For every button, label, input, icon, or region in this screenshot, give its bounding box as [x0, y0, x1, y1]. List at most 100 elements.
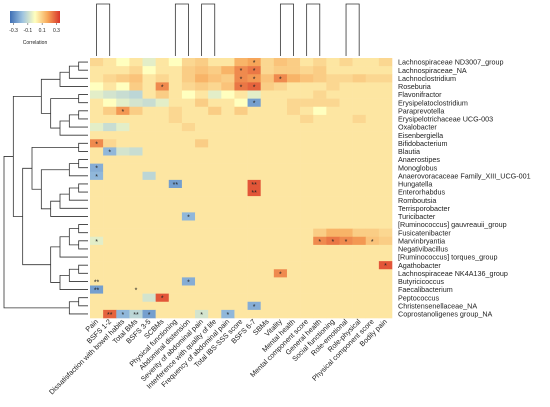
heatmap-cell	[142, 66, 156, 75]
heatmap-cell	[273, 309, 288, 319]
heatmap-cell	[273, 163, 288, 173]
heatmap-cell	[300, 301, 314, 311]
heatmap-cell	[273, 293, 288, 303]
heatmap-cell	[155, 66, 170, 75]
heatmap-cell	[195, 90, 209, 99]
heatmap-cell	[300, 293, 314, 303]
heatmap-cell	[247, 106, 261, 116]
heatmap-cell	[326, 147, 340, 156]
heatmap-cell	[300, 74, 314, 83]
row-label: Lachnospiraceae ND3007_group	[398, 58, 504, 67]
heatmap-cell	[300, 236, 314, 246]
heatmap-cell	[168, 179, 183, 189]
heatmap-cell	[103, 269, 117, 278]
column-dendrogram	[97, 4, 360, 56]
row-label: Hungatella	[398, 180, 432, 189]
heatmap-cell	[129, 188, 143, 197]
heatmap-cell	[155, 269, 170, 278]
significance-mark: *	[95, 141, 98, 148]
heatmap-cell	[181, 309, 196, 319]
heatmap-cell	[273, 244, 288, 254]
significance-mark: *	[240, 68, 243, 75]
heatmap-cell	[221, 147, 235, 156]
heatmap-cell	[116, 139, 130, 148]
heatmap-cell	[155, 155, 170, 164]
heatmap-cell	[142, 82, 156, 91]
heatmap-cell	[247, 236, 261, 246]
heatmap-cell	[221, 220, 235, 229]
heatmap-cell	[313, 244, 327, 254]
heatmap-cell	[260, 277, 275, 286]
heatmap-cell	[273, 204, 288, 213]
heatmap-cell	[116, 204, 130, 213]
row-label: Turicibacter	[398, 212, 436, 221]
row-labels: Lachnospiraceae ND3007_groupLachnospirac…	[398, 58, 531, 319]
heatmap-cell	[378, 244, 393, 254]
heatmap-cell	[208, 139, 222, 148]
row-dendrogram-branch	[40, 169, 70, 210]
heatmap-cell	[116, 285, 130, 294]
heatmap-cell	[273, 301, 288, 311]
heatmap-cell	[103, 58, 117, 67]
heatmap-cell	[313, 74, 327, 83]
heatmap-cell	[181, 171, 196, 181]
heatmap-cell	[116, 269, 130, 278]
heatmap-cell	[90, 277, 104, 286]
heatmap-cell	[339, 212, 353, 221]
significance-mark: *	[253, 304, 256, 311]
heatmap-cell	[168, 74, 183, 83]
heatmap-cell	[313, 293, 327, 303]
heatmap-cell	[142, 98, 156, 108]
heatmap-cell	[326, 269, 340, 278]
heatmap-cell	[247, 285, 261, 294]
heatmap-cell	[234, 171, 248, 181]
heatmap-cell	[208, 196, 222, 205]
heatmap-cell	[326, 293, 340, 303]
heatmap-cell	[103, 123, 117, 132]
heatmap-cell	[195, 277, 209, 286]
heatmap-cell	[181, 155, 196, 164]
heatmap-cell	[365, 261, 380, 270]
heatmap-cell	[116, 244, 130, 254]
heatmap-cell	[168, 139, 183, 148]
heatmap-cell	[300, 58, 314, 67]
heatmap-cell	[181, 163, 196, 173]
heatmap-cell	[352, 269, 367, 278]
heatmap-cell	[103, 163, 117, 173]
heatmap-cell	[339, 74, 353, 83]
heatmap-cell	[286, 261, 301, 270]
heatmap-cell	[155, 204, 170, 213]
heatmap-cell	[208, 58, 222, 67]
heatmap-cell	[352, 82, 367, 91]
row-label: Negativibacillus	[398, 245, 448, 254]
heatmap-cell	[247, 188, 261, 197]
heatmap-cell	[103, 261, 117, 270]
heatmap-cell	[300, 269, 314, 278]
row-dendrogram-branch	[59, 71, 88, 87]
heatmap-cell	[195, 179, 209, 189]
heatmap-cell	[129, 98, 143, 108]
heatmap-cell	[90, 58, 104, 67]
heatmap-cell	[208, 277, 222, 286]
heatmap-cell	[300, 179, 314, 189]
heatmap-cell	[103, 204, 117, 213]
heatmap-cell	[90, 301, 104, 311]
heatmap-cell	[181, 285, 196, 294]
heatmap-cell	[260, 220, 275, 229]
heatmap-cell	[365, 74, 380, 83]
heatmap-cell	[208, 147, 222, 156]
heatmap-cell	[273, 90, 288, 99]
heatmap-cell	[286, 82, 301, 91]
heatmap-cell	[116, 261, 130, 270]
heatmap-cell	[168, 123, 183, 132]
heatmap-cell	[365, 147, 380, 156]
heatmap-cell	[378, 196, 393, 205]
heatmap-cell	[168, 301, 183, 311]
heatmap-cell	[142, 228, 156, 238]
heatmap-cell	[326, 277, 340, 286]
heatmap-cell	[103, 212, 117, 221]
row-dendrogram	[3, 61, 88, 315]
heatmap-cell	[142, 309, 156, 319]
significance-mark: *	[279, 76, 282, 83]
heatmap-cell	[378, 277, 393, 286]
